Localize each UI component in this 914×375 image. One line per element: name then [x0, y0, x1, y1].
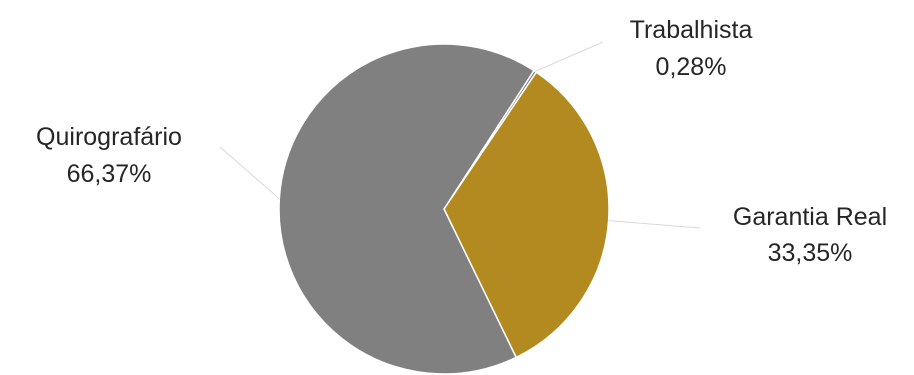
label-quirografario-value: 66,37%: [67, 160, 152, 188]
pie-slice-quirografario: [278, 43, 535, 375]
leader-lines: [219, 41, 701, 229]
leader-line-1: [608, 220, 701, 229]
pie-slice-garantia-real: [443, 71, 610, 359]
label-trabalhista-name: Trabalhista: [630, 16, 753, 44]
label-trabalhista-value: 0,28%: [656, 53, 727, 81]
label-quirografario-name: Quirografário: [36, 123, 182, 151]
leader-line-0: [534, 41, 604, 72]
pie-slices: [278, 43, 610, 375]
label-garantia-real-name: Garantia Real: [733, 203, 887, 231]
leader-line-2: [219, 146, 280, 200]
label-garantia-real-value: 33,35%: [768, 239, 853, 267]
